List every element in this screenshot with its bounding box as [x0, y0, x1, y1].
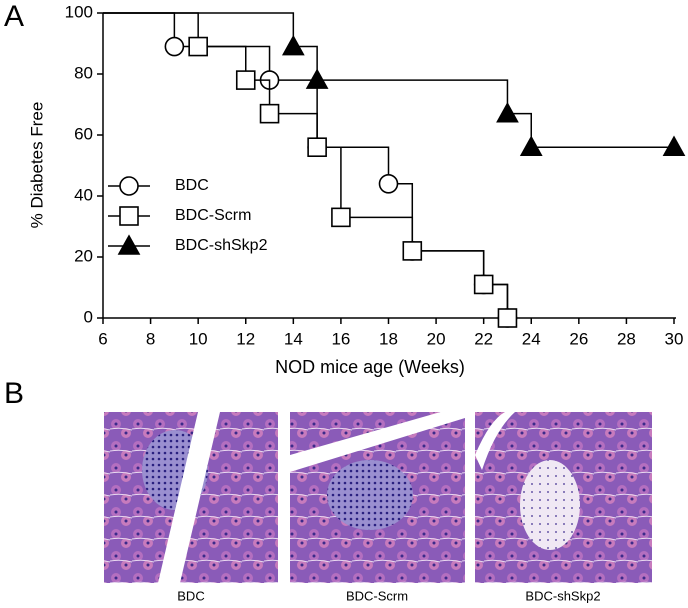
islet — [327, 460, 413, 530]
x-tick-label: 22 — [474, 329, 493, 348]
islet — [520, 460, 580, 550]
x-tick-label: 14 — [284, 329, 303, 348]
panel-label: A — [4, 0, 24, 33]
x-tick-label: 16 — [331, 329, 350, 348]
marker — [331, 207, 351, 228]
legend-marker — [117, 234, 141, 255]
step-line — [103, 12, 509, 318]
legend-marker — [119, 176, 139, 196]
step-line — [103, 12, 674, 148]
marker — [164, 36, 185, 57]
marker — [281, 34, 305, 56]
vessel — [290, 405, 465, 472]
image-caption: BDC-Scrm — [346, 588, 408, 603]
panel-label: B — [4, 377, 24, 410]
legend-label: BDC-shSkp2 — [175, 237, 268, 254]
micrographs — [104, 405, 652, 583]
y-tick-label: 60 — [74, 124, 93, 143]
marker — [378, 174, 399, 194]
y-tick-label: 0 — [84, 307, 93, 326]
legend-marker — [119, 206, 139, 226]
x-tick-label: 18 — [379, 329, 398, 348]
y-tick-label: 80 — [74, 63, 93, 82]
x-tick-label: 8 — [146, 329, 155, 348]
legend-label: BDC — [175, 177, 209, 194]
x-axis-label: NOD mice age (Weeks) — [275, 357, 465, 377]
step-line — [103, 12, 509, 318]
marker — [473, 274, 494, 295]
marker — [188, 36, 208, 57]
x-tick-label: 12 — [236, 329, 255, 348]
x-tick-label: 10 — [189, 329, 208, 348]
marker — [307, 137, 327, 157]
marker — [496, 102, 519, 123]
marker — [402, 241, 423, 261]
image-caption: BDC — [177, 588, 204, 603]
marker — [235, 70, 256, 90]
marker — [497, 308, 518, 328]
legend-label: BDC-Scrm — [175, 207, 251, 224]
x-tick-label: 6 — [98, 329, 107, 348]
marker — [259, 103, 280, 124]
x-tick-label: 30 — [665, 329, 684, 348]
y-tick-label: 20 — [74, 246, 93, 265]
vessel — [475, 412, 515, 470]
image-caption: BDC-shSkp2 — [525, 588, 600, 603]
marker — [305, 68, 329, 89]
vessel — [158, 412, 220, 583]
x-tick-label: 28 — [617, 329, 636, 348]
marker — [519, 135, 543, 156]
marker — [662, 135, 686, 156]
y-tick-label: 100 — [65, 2, 93, 21]
x-tick-label: 20 — [427, 329, 446, 348]
y-axis-label: % Diabetes Free — [27, 102, 46, 229]
y-tick-label: 40 — [74, 185, 93, 204]
x-tick-label: 24 — [522, 329, 541, 348]
x-tick-label: 26 — [569, 329, 588, 348]
